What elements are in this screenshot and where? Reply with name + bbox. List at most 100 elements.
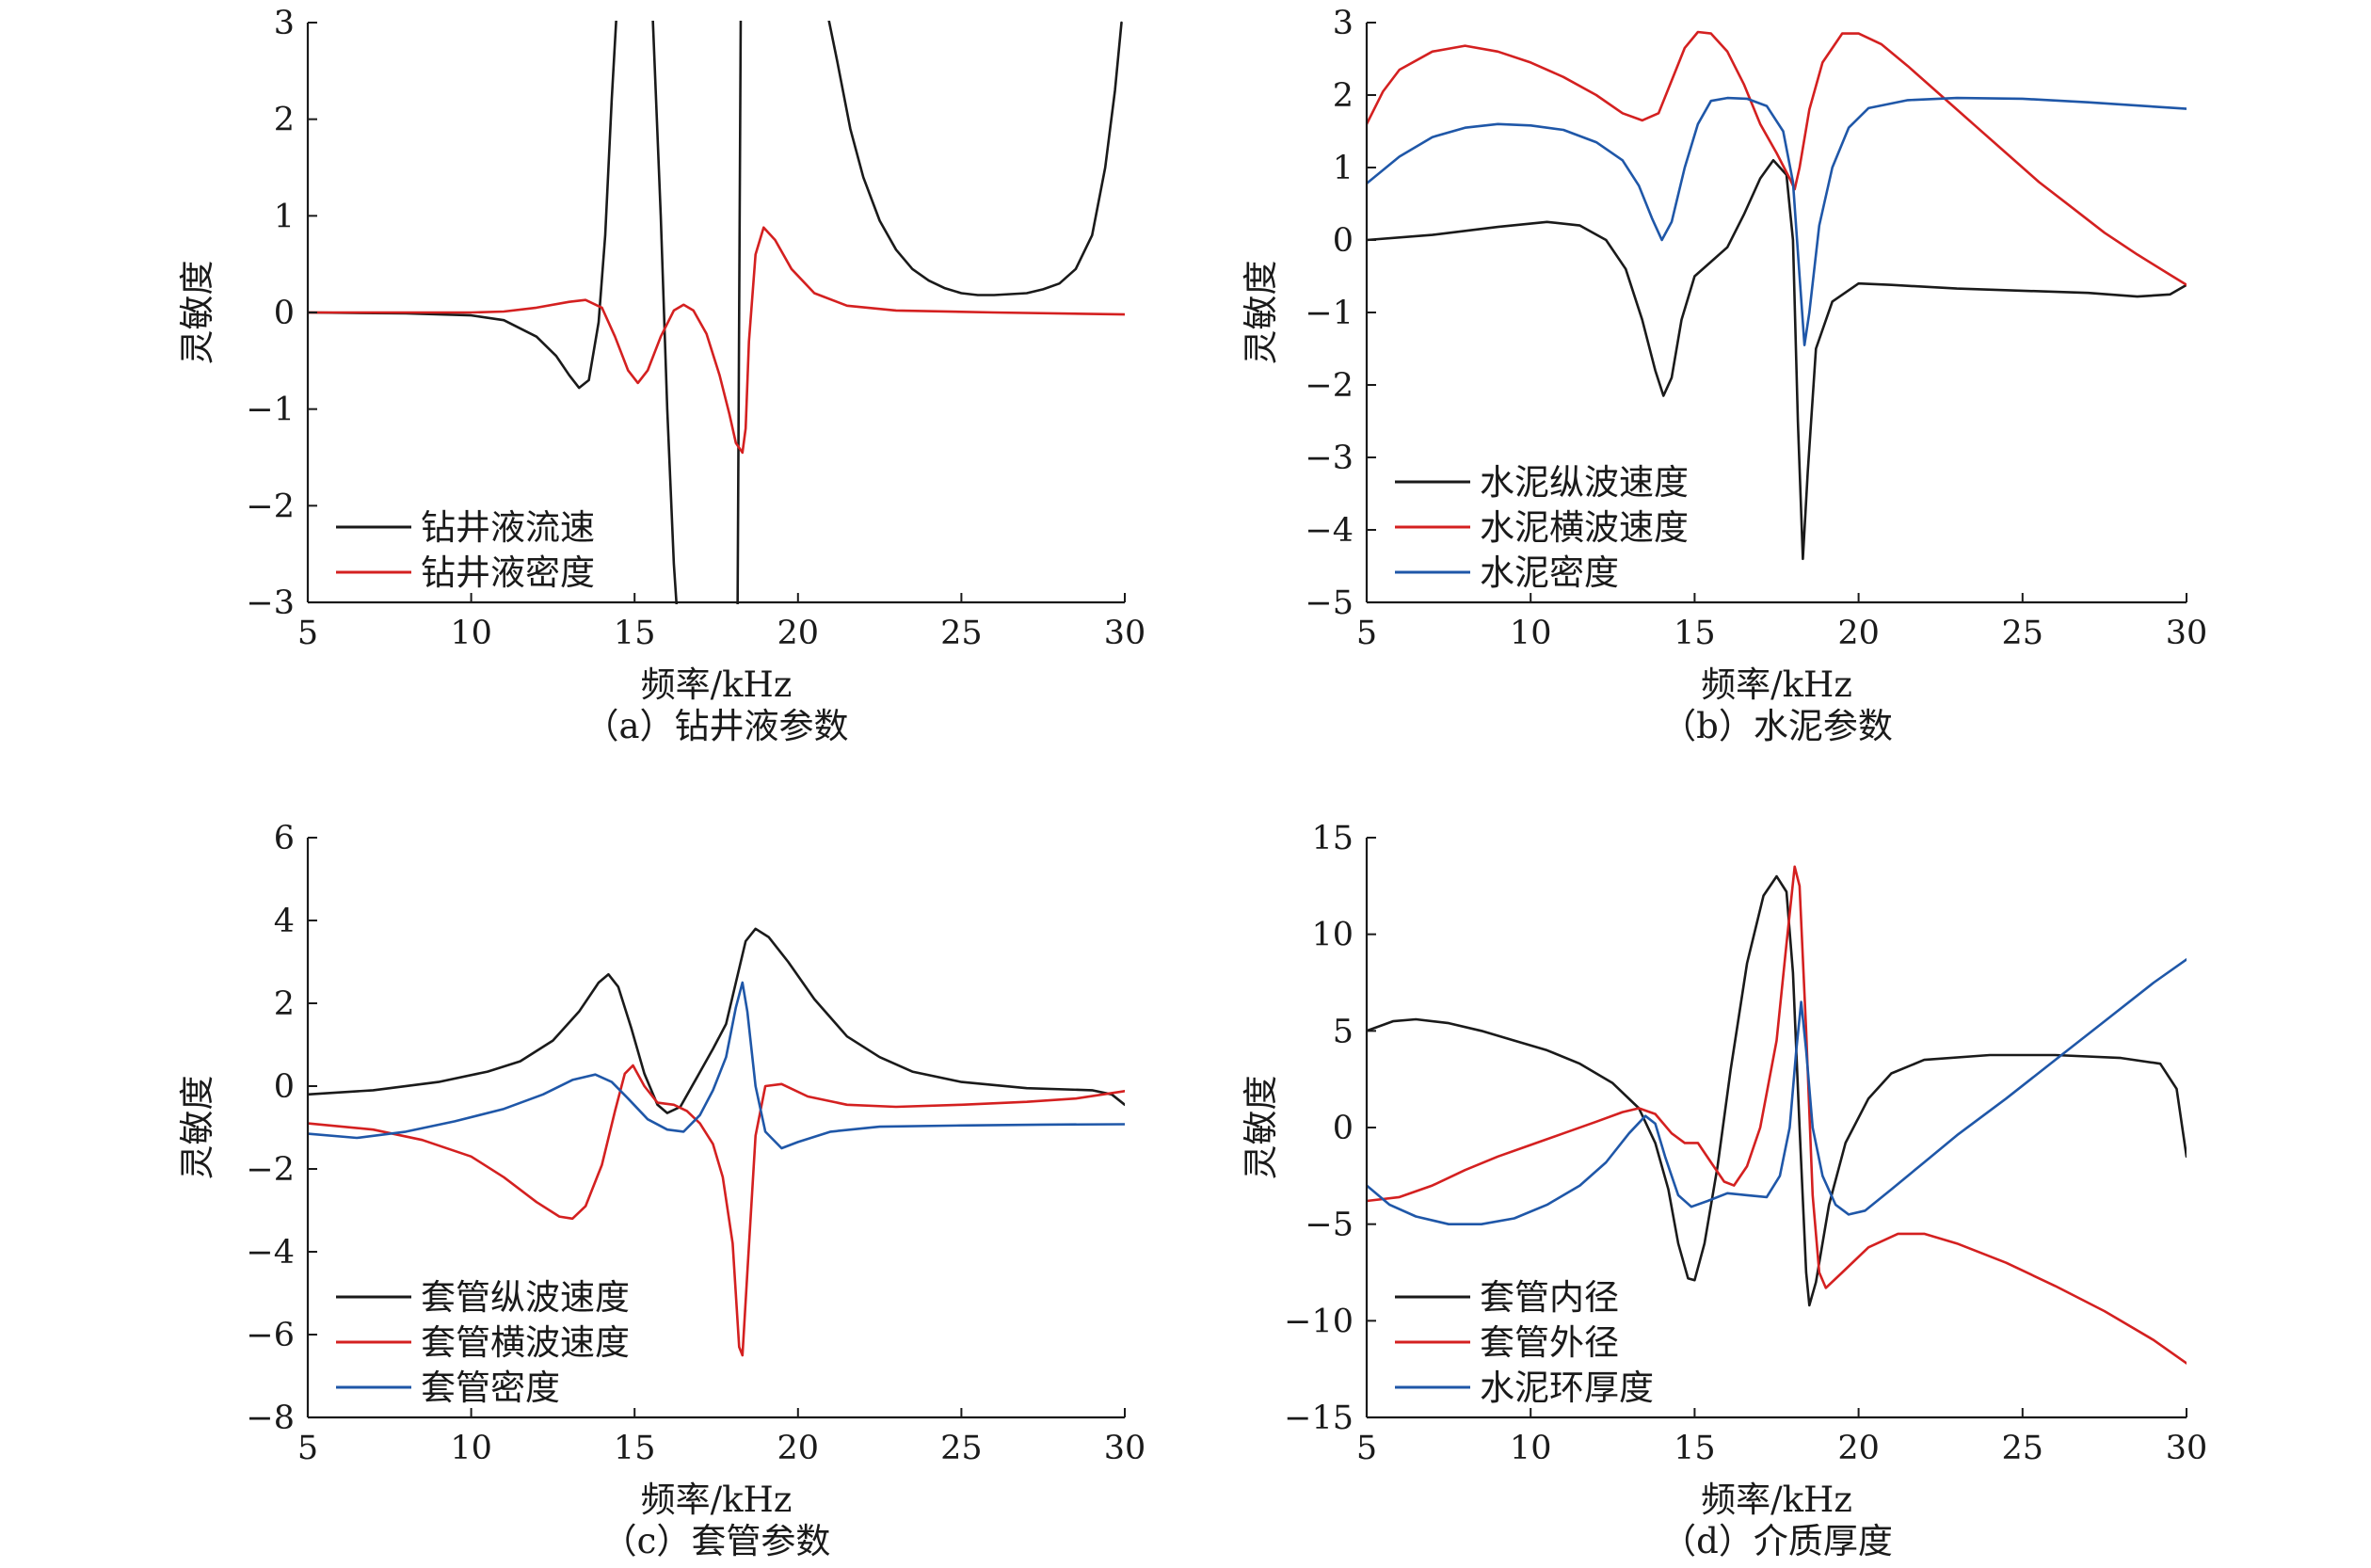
y-tick-label: −6 [246, 1317, 295, 1354]
x-tick-label: 10 [450, 1430, 492, 1467]
legend-label: 套管密度 [421, 1368, 560, 1408]
x-tick-label: 25 [2002, 1430, 2044, 1467]
y-tick-label: −2 [246, 1151, 295, 1189]
y-tick-label: −4 [1305, 512, 1354, 550]
x-axis-title: 频率/kHz [1701, 664, 1852, 705]
x-tick-label: 5 [297, 615, 318, 652]
x-tick-label: 15 [1674, 615, 1716, 652]
legend-label: 钻井液密度 [421, 552, 595, 593]
legend-label: 套管内径 [1480, 1277, 1619, 1318]
y-tick-label: 4 [274, 903, 295, 940]
y-tick-label: 1 [1333, 150, 1354, 187]
x-tick-label: 5 [297, 1430, 318, 1467]
x-axis-title: 频率/kHz [1701, 1480, 1852, 1520]
y-tick-label: −15 [1284, 1400, 1354, 1437]
x-tick-label: 30 [1104, 1430, 1146, 1467]
y-tick-label: −10 [1284, 1303, 1354, 1340]
panel-caption: （d）介质厚度 [1661, 1521, 1893, 1561]
legend-label: 水泥横波速度 [1480, 507, 1689, 548]
y-tick-label: 15 [1311, 820, 1354, 857]
chart-panel-4: 5 10 15 20 25 30 −15 −10 −5 0 5 10 15 频率/kHz 灵敏度 （d）介质厚… [1241, 820, 2207, 1561]
x-tick-label: 15 [1674, 1430, 1716, 1467]
panel-caption: （b）水泥参数 [1661, 706, 1893, 746]
y-tick-label: −1 [246, 392, 295, 429]
x-tick-label: 15 [614, 1430, 656, 1467]
legend-label: 套管外径 [1480, 1322, 1619, 1363]
y-tick-label: −3 [246, 584, 295, 622]
series-line-3-seg-1 [1367, 958, 2187, 1225]
y-tick-label: 0 [274, 295, 295, 332]
y-axis-title: 灵敏度 [1241, 1076, 1281, 1180]
legend-label: 套管纵波速度 [421, 1277, 630, 1318]
y-tick-label: 3 [1333, 5, 1354, 42]
y-tick-label: −1 [1305, 295, 1354, 332]
y-tick-label: 6 [274, 820, 295, 857]
x-axis-title: 频率/kHz [641, 664, 793, 705]
y-tick-label: 3 [274, 5, 295, 42]
series-line-1-seg-4 [827, 21, 1123, 296]
series-line-3-seg-1 [1367, 96, 2187, 346]
y-tick-label: −4 [246, 1234, 295, 1272]
x-tick-label: 20 [1837, 615, 1880, 652]
panel-caption: （c）套管参数 [602, 1521, 831, 1561]
y-tick-label: −5 [1305, 1207, 1354, 1244]
y-tick-label: −2 [1305, 367, 1354, 405]
legend-label: 水泥纵波速度 [1480, 462, 1689, 503]
y-tick-label: 2 [274, 985, 295, 1023]
y-tick-label: 1 [274, 198, 295, 235]
series-line-1-seg-1 [1367, 874, 2187, 1307]
panel-caption: （a）钻井液参数 [584, 706, 848, 746]
y-tick-label: 0 [1333, 1110, 1354, 1147]
y-axis-title: 灵敏度 [1241, 261, 1281, 365]
y-tick-label: −2 [246, 488, 295, 525]
legend-label: 钻井液流速 [421, 507, 595, 548]
chart-panel-1: 5 10 15 20 25 30 −3 −2 −1 0 1 2 3 频率/kHz 灵敏度 （a）钻井液参数 钻井… [177, 5, 1145, 746]
series-line-1-seg-1 [308, 927, 1125, 1114]
x-tick-label: 30 [2166, 1430, 2208, 1467]
y-axis-title: 灵敏度 [177, 261, 217, 365]
legend-label: 水泥环厚度 [1480, 1368, 1654, 1408]
series-line-1-seg-2 [651, 21, 679, 604]
legend-label: 套管横波速度 [421, 1322, 630, 1363]
y-tick-label: −3 [1305, 440, 1354, 477]
y-tick-label: −8 [246, 1400, 295, 1437]
series-line-1-seg-1 [308, 21, 617, 390]
x-tick-label: 25 [940, 1430, 983, 1467]
y-tick-label: 2 [1333, 77, 1354, 115]
x-tick-label: 20 [1837, 1430, 1880, 1467]
x-tick-label: 25 [2002, 615, 2044, 652]
y-tick-label: 2 [274, 102, 295, 139]
x-tick-label: 20 [777, 615, 820, 652]
x-tick-label: 10 [1510, 1430, 1552, 1467]
x-tick-label: 25 [940, 615, 983, 652]
series-line-2-seg-1 [1367, 30, 2187, 286]
x-tick-label: 30 [1104, 615, 1146, 652]
x-tick-label: 20 [777, 1430, 820, 1467]
series-line-2-seg-1 [308, 226, 1125, 455]
x-axis-title: 频率/kHz [641, 1480, 793, 1520]
series-line-2-seg-1 [1367, 865, 2187, 1365]
x-tick-label: 10 [450, 615, 492, 652]
legend-label: 水泥密度 [1480, 552, 1619, 593]
y-tick-label: 0 [1333, 222, 1354, 260]
series-line-2-seg-1 [308, 1064, 1125, 1357]
y-tick-label: 5 [1333, 1013, 1354, 1050]
x-tick-label: 5 [1356, 615, 1377, 652]
series-line-3-seg-1 [308, 981, 1125, 1150]
chart-panel-3: 5 10 15 20 25 30 −8 −6 −4 −2 0 2 4 6 频率/kHz 灵敏度 （c）套管参数 套… [177, 820, 1145, 1561]
y-axis-title: 灵敏度 [177, 1076, 217, 1180]
x-tick-label: 30 [2166, 615, 2208, 652]
y-tick-label: 10 [1311, 917, 1354, 954]
x-tick-label: 10 [1510, 615, 1552, 652]
series-line-1-seg-3 [736, 21, 743, 604]
x-tick-label: 15 [614, 615, 656, 652]
series-line-1-seg-1 [1367, 159, 2187, 561]
y-tick-label: 0 [274, 1068, 295, 1106]
y-tick-label: −5 [1305, 584, 1354, 622]
chart-panel-2: 5 10 15 20 25 30 −5 −4 −3 −2 −1 0 1 2 3 频率/kHz 灵敏度 （b）水泥参… [1241, 5, 2207, 746]
